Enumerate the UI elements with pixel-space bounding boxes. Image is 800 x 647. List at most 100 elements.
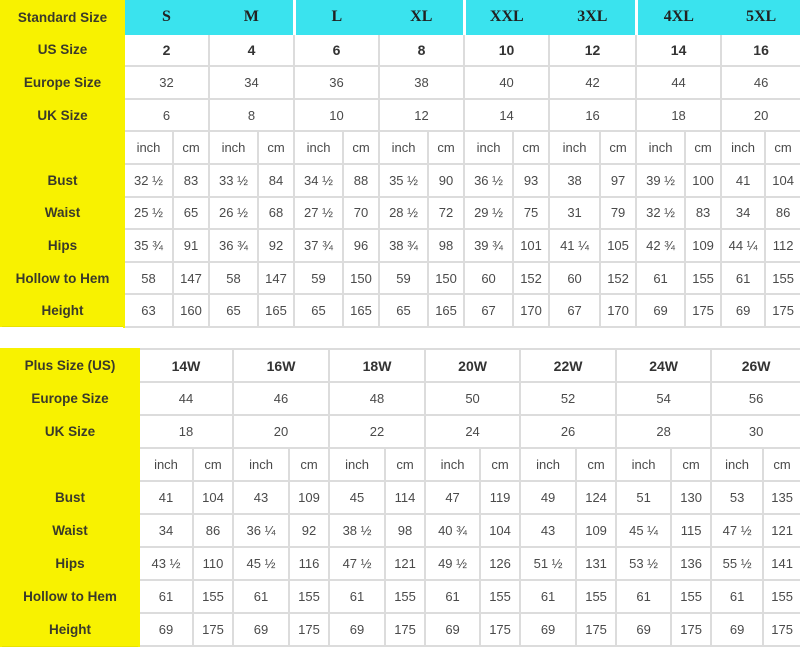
inch-value: 69 — [232, 612, 291, 647]
inch-value: 42 ¾ — [635, 228, 687, 263]
cm-value: 75 — [512, 195, 551, 231]
cm-value: 165 — [342, 293, 381, 328]
unit-cm: cm — [288, 447, 331, 482]
inch-value: 69 — [710, 612, 765, 647]
cm-value: 155 — [191, 579, 235, 614]
cm-value: 175 — [384, 612, 427, 647]
inch-value: 69 — [328, 612, 387, 647]
cm-value: 86 — [191, 513, 235, 548]
cm-value: 175 — [670, 612, 713, 647]
cm-value: 70 — [342, 195, 381, 231]
inch-value: 28 ½ — [378, 195, 430, 231]
inch-value: 61 — [232, 579, 291, 614]
inch-value: 39 ½ — [635, 162, 687, 198]
unit-inch: inch — [328, 447, 387, 482]
row-label: Europe Size — [0, 381, 140, 416]
plus-size-table: Plus Size (US) 14W 16W 18W 20W 22W 24W 26W Europ… — [0, 348, 800, 647]
inch-value: 67 — [548, 293, 602, 328]
unit-inch: inch — [123, 130, 174, 165]
cm-value: 141 — [762, 546, 800, 581]
inch-value: 43 ½ — [138, 546, 194, 581]
cm-value: 121 — [384, 546, 427, 581]
size-value: 8 — [207, 97, 296, 133]
row-label: Hips — [0, 546, 140, 581]
size-header-row: Standard Size S M L XL XXL 3XL 4XL 5XL — [0, 0, 800, 35]
inch-value: 49 ½ — [424, 546, 482, 581]
size-header: 22W — [519, 348, 618, 383]
size-value: 56 — [710, 381, 800, 416]
inch-value: 26 ½ — [208, 195, 259, 231]
inch-value: 40 ¾ — [424, 513, 482, 548]
table-row: US Size 2 4 6 8 10 12 14 16 — [0, 32, 800, 68]
cm-value: 155 — [670, 579, 713, 614]
size-value: 10 — [463, 32, 551, 68]
inch-value: 53 — [710, 480, 765, 515]
cm-value: 175 — [191, 612, 235, 647]
size-header: XXL — [462, 0, 551, 35]
cm-value: 175 — [764, 293, 800, 328]
size-header: 14W — [137, 348, 235, 383]
inch-value: 47 ½ — [328, 546, 387, 581]
inch-value: 58 — [208, 260, 259, 296]
size-value: 6 — [123, 97, 210, 133]
size-value: 14 — [463, 97, 551, 133]
cm-value: 175 — [575, 612, 618, 647]
inch-value: 61 — [138, 579, 194, 614]
measurement-row: Waist 34 86 36 ¼ 92 38 ½ 98 40 ¾ 104 43 109 45 ¼ 115… — [0, 513, 800, 548]
size-header: 24W — [615, 348, 713, 383]
row-label: UK Size — [0, 97, 125, 132]
cm-value: 147 — [172, 260, 210, 296]
unit-cm: cm — [599, 130, 638, 165]
cm-value: 83 — [684, 195, 723, 231]
inch-value: 61 — [720, 260, 767, 296]
cm-value: 160 — [172, 293, 210, 328]
cm-value: 105 — [599, 228, 638, 263]
inch-value: 41 ¼ — [548, 228, 602, 263]
inch-value: 63 — [123, 293, 174, 328]
cm-value: 155 — [764, 260, 800, 296]
row-label: Standard Size — [0, 0, 125, 35]
unit-cm: cm — [384, 447, 427, 482]
row-label — [0, 130, 125, 165]
cm-value: 68 — [256, 195, 296, 231]
size-value: 12 — [548, 32, 638, 68]
inch-value: 61 — [424, 579, 482, 614]
size-header: S — [123, 0, 210, 35]
unit-cm: cm — [670, 447, 713, 482]
inch-value: 61 — [519, 579, 578, 614]
size-value: 44 — [635, 65, 723, 100]
cm-value: 165 — [427, 293, 466, 328]
unit-cm: cm — [256, 130, 296, 165]
inch-value: 36 ¾ — [208, 228, 259, 263]
cm-value: 98 — [384, 513, 427, 548]
inch-value: 37 ¾ — [293, 228, 345, 263]
cm-value: 88 — [342, 162, 381, 198]
size-value: 12 — [378, 97, 466, 133]
cm-value: 104 — [191, 480, 235, 515]
cm-value: 98 — [427, 228, 466, 263]
cm-value: 65 — [172, 195, 210, 231]
inch-value: 61 — [615, 579, 673, 614]
cm-value: 100 — [684, 162, 723, 198]
unit-row: inch cm inch cm inch cm inch cm inch cm inch cm inch… — [0, 447, 800, 482]
row-label: US Size — [0, 32, 125, 67]
unit-cm: cm — [764, 130, 800, 165]
cm-value: 170 — [599, 293, 638, 328]
cm-value: 109 — [575, 513, 618, 548]
inch-value: 69 — [635, 293, 687, 328]
unit-cm: cm — [512, 130, 551, 165]
size-header: 3XL — [548, 0, 638, 35]
inch-value: 33 ½ — [208, 162, 259, 198]
cm-value: 136 — [670, 546, 713, 581]
cm-value: 83 — [172, 162, 210, 198]
size-header: 20W — [424, 348, 522, 383]
cm-value: 119 — [479, 480, 522, 515]
cm-value: 152 — [599, 260, 638, 296]
size-value: 50 — [424, 381, 522, 416]
measurement-row: Bust 32 ½ 83 33 ½ 84 34 ½ 88 35 ½ 90 36 ½ 93 38 97 39… — [0, 162, 800, 198]
inch-value: 38 ¾ — [378, 228, 430, 263]
unit-cm: cm — [479, 447, 522, 482]
size-header: 26W — [710, 348, 800, 383]
inch-value: 45 ¼ — [615, 513, 673, 548]
inch-value: 35 ½ — [378, 162, 430, 198]
